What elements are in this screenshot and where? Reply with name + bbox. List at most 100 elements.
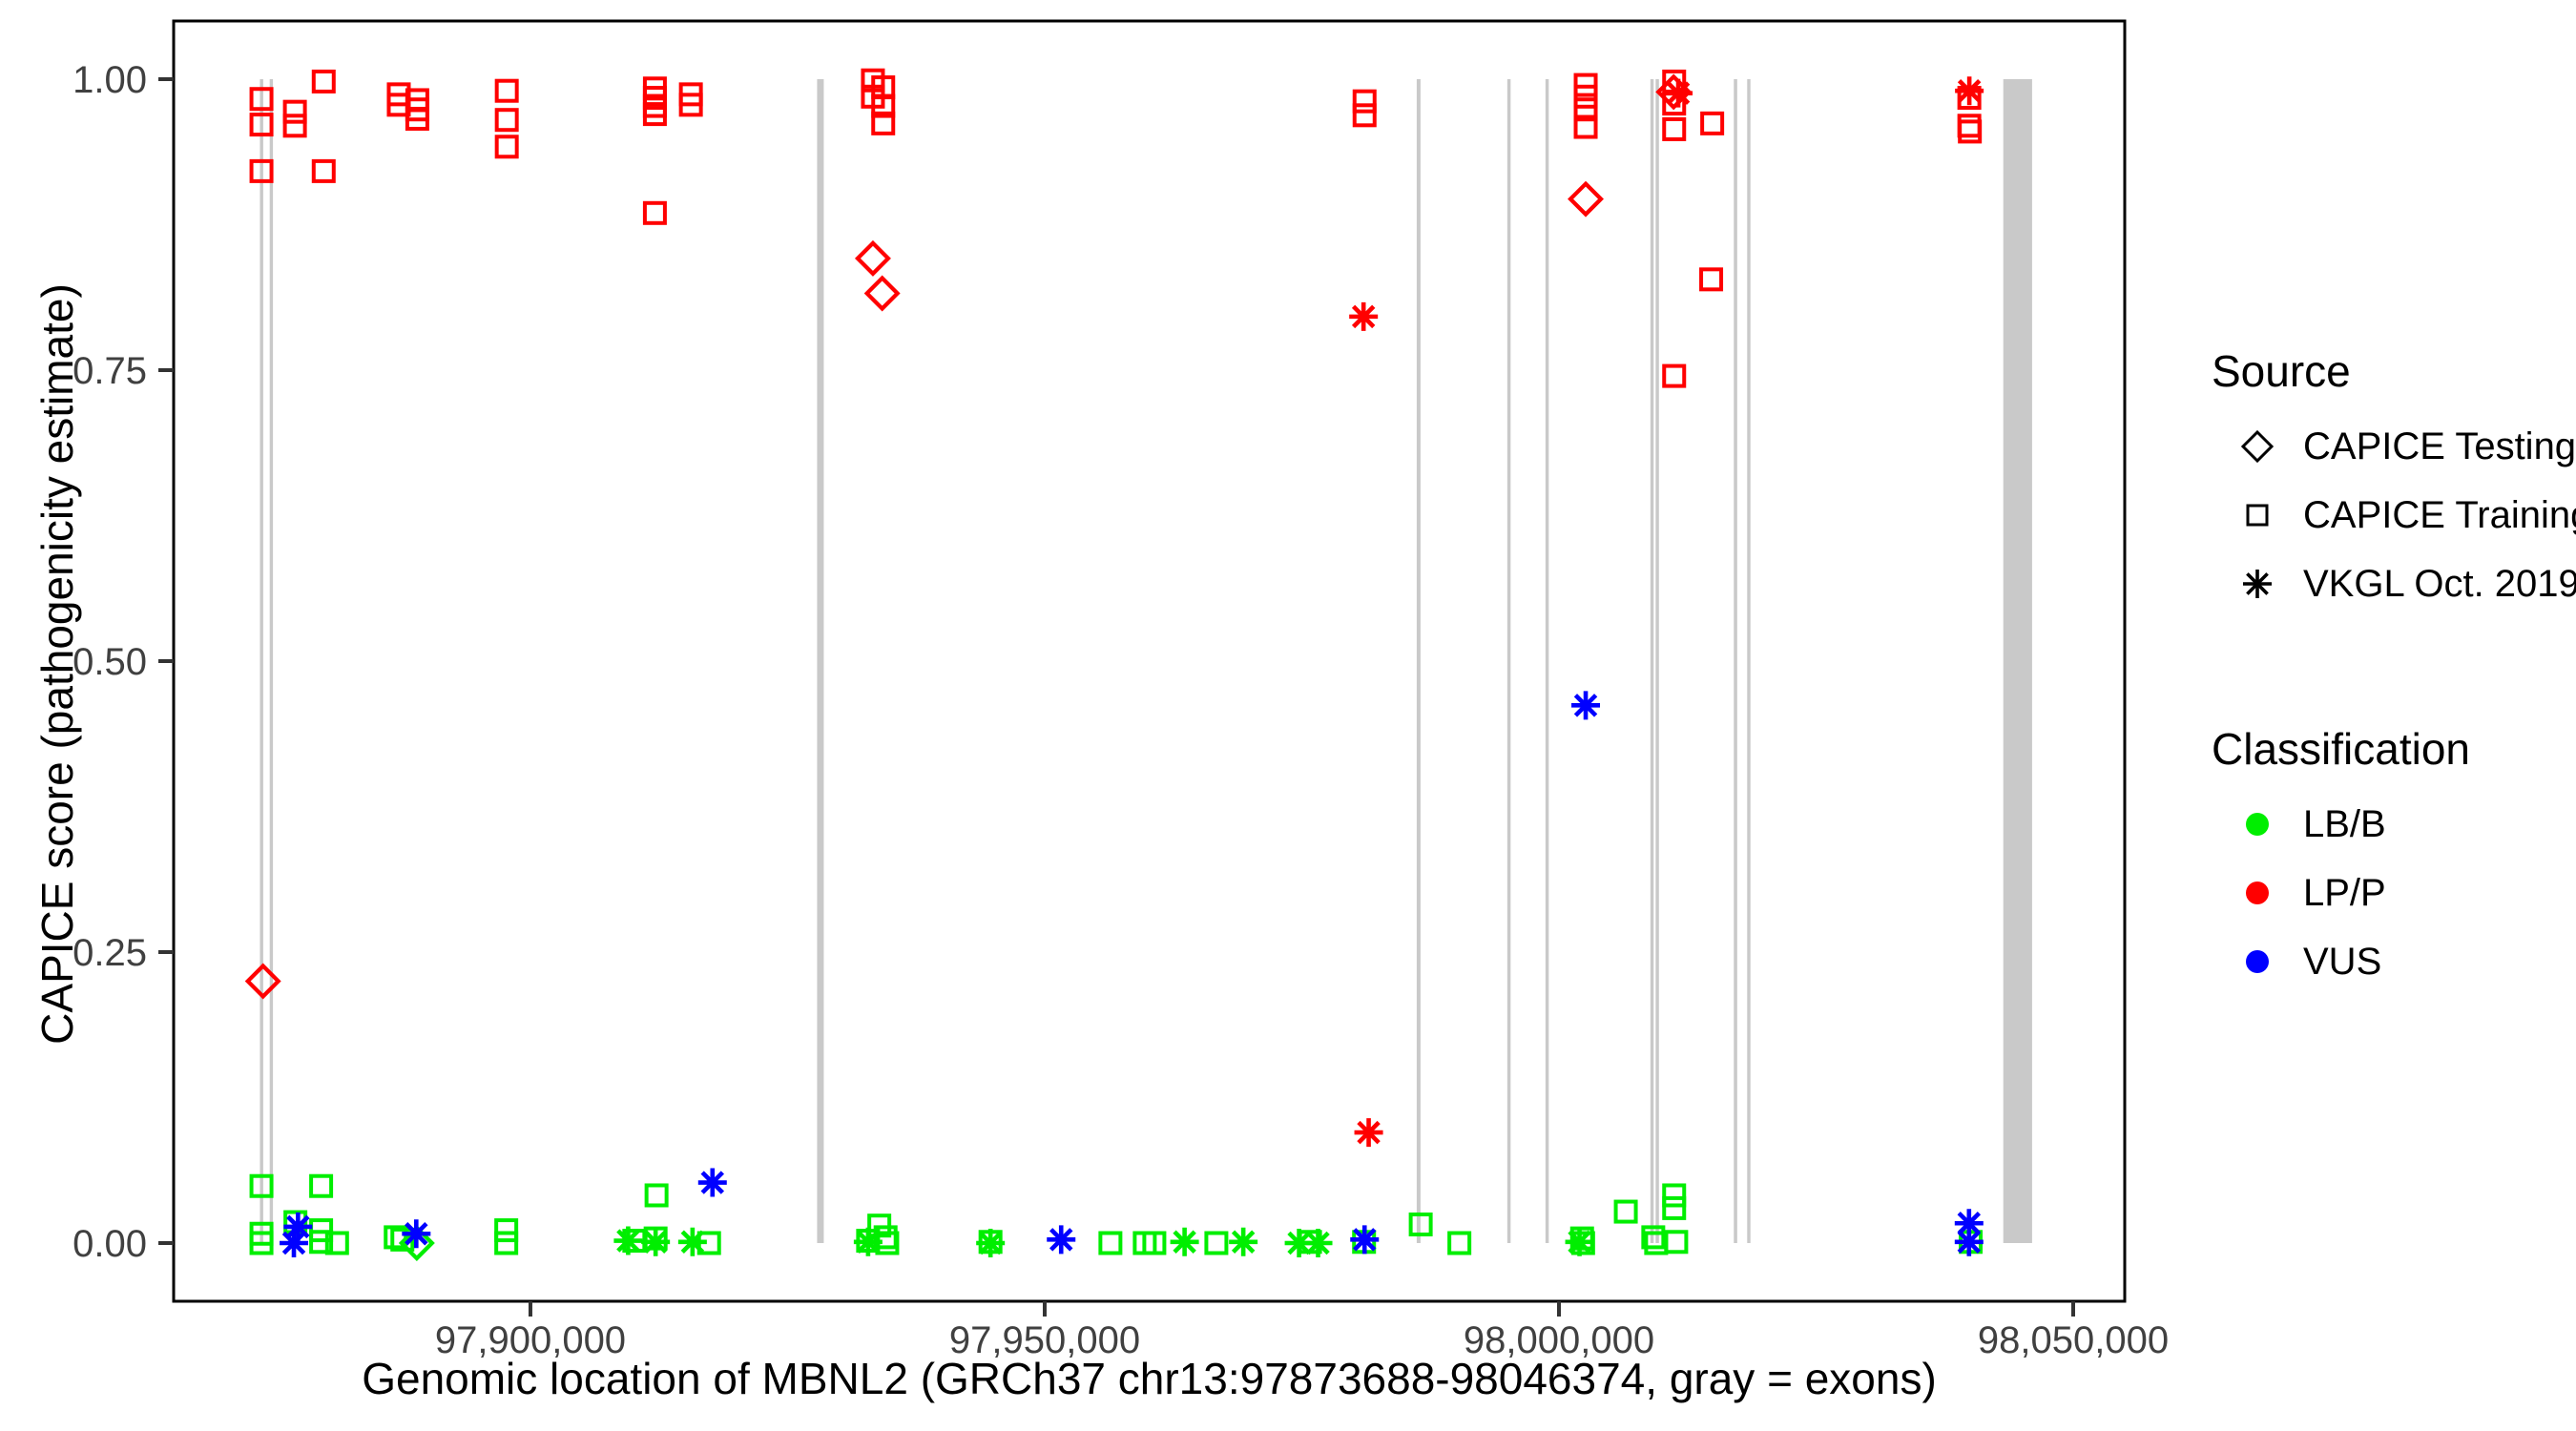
data-point — [1699, 267, 1724, 292]
y-tick-label: 0.25 — [73, 932, 147, 974]
square-icon — [2246, 504, 2269, 527]
data-point — [1354, 1118, 1383, 1148]
x-tick-label: 97,900,000 — [435, 1319, 626, 1361]
legend-item-label: VUS — [2303, 940, 2382, 983]
x-tick-label: 98,050,000 — [1978, 1319, 2169, 1361]
exon-bar — [269, 79, 274, 1243]
legend-source-title: Source — [2212, 346, 2351, 396]
legend-gap — [2212, 628, 2576, 723]
exon-bar — [817, 79, 824, 1243]
data-point — [1170, 1227, 1199, 1256]
data-point — [494, 78, 519, 103]
lbb-dot-icon — [2246, 813, 2269, 836]
data-point — [1573, 114, 1598, 139]
data-point — [1352, 89, 1377, 114]
x-tick-label: 97,950,000 — [949, 1319, 1140, 1361]
data-point — [1350, 1225, 1380, 1255]
data-point — [642, 200, 667, 225]
legend-item-capice-testing: CAPICE Testing — [2212, 422, 2576, 471]
data-point — [249, 1231, 274, 1255]
data-point — [494, 1231, 519, 1255]
data-point — [644, 1183, 669, 1208]
data-point — [1662, 363, 1687, 388]
legend-item-label: LP/P — [2303, 871, 2386, 914]
data-points-layer — [244, 68, 1984, 1261]
data-point — [309, 1173, 334, 1198]
exon-bar — [1655, 79, 1659, 1243]
data-point — [678, 93, 703, 117]
data-point — [398, 1225, 435, 1261]
data-point — [249, 87, 274, 112]
data-point — [282, 114, 307, 138]
legend-item-label: LB/B — [2303, 802, 2386, 845]
data-point — [1098, 1231, 1123, 1255]
data-point — [1641, 1225, 1666, 1250]
data-point — [282, 99, 307, 124]
data-point — [1662, 116, 1687, 141]
data-point — [863, 275, 901, 312]
data-point — [324, 1231, 349, 1255]
data-point — [494, 108, 519, 133]
exon-bar — [1650, 79, 1654, 1243]
y-tick-label: 0.50 — [73, 641, 147, 683]
y-axis-title: CAPICE score (pathogenicity estimate) — [32, 283, 82, 1045]
legend-item-label: VKGL Oct. 2019 — [2303, 562, 2576, 605]
data-point — [309, 1230, 334, 1255]
asterisk-icon — [2243, 570, 2272, 598]
lpp-dot-icon — [2246, 881, 2269, 904]
data-point — [1573, 84, 1598, 109]
data-point — [1568, 180, 1604, 218]
data-point — [854, 239, 891, 277]
data-point — [853, 1227, 883, 1256]
data-point — [1664, 78, 1693, 108]
data-point — [1303, 1229, 1333, 1257]
exon-bar — [1734, 79, 1737, 1243]
axis-ticks-layer — [158, 77, 2076, 1317]
data-point — [1204, 1231, 1229, 1255]
exon-bar — [1747, 79, 1751, 1243]
y-tick-label: 1.00 — [73, 59, 147, 101]
y-tick-label: 0.75 — [73, 350, 147, 392]
data-point — [1229, 1227, 1258, 1256]
axis-tick-labels-layer: 97,900,000 97,950,000 98,000,000 98,050,000… — [73, 59, 2169, 1361]
data-point — [1565, 1227, 1594, 1256]
y-tick-label: 0.00 — [73, 1223, 147, 1265]
data-point — [1284, 1229, 1314, 1257]
data-point — [697, 1168, 727, 1197]
data-point — [1571, 691, 1601, 720]
x-tick-label: 98,000,000 — [1464, 1319, 1654, 1361]
exon-bars-layer — [260, 79, 2032, 1243]
legend-item-capice-training: CAPICE Training — [2212, 490, 2576, 540]
data-point — [249, 1173, 274, 1198]
data-point — [249, 158, 274, 183]
data-point — [1955, 76, 1984, 106]
data-point — [1954, 1209, 1984, 1238]
diamond-icon — [2240, 429, 2275, 464]
plot-panel-border — [172, 19, 2127, 1303]
data-point — [976, 1229, 1006, 1257]
x-axis-title: Genomic location of MBNL2 (GRCh37 chr13:… — [362, 1354, 1937, 1403]
legend-item-label: CAPICE Training — [2303, 493, 2576, 536]
data-point — [1352, 103, 1377, 128]
data-point — [871, 93, 896, 118]
data-point — [1957, 114, 1982, 138]
data-point — [1573, 97, 1598, 122]
vus-dot-icon — [2246, 950, 2269, 973]
exon-bar — [1545, 79, 1549, 1243]
legend-item-vkgl: VKGL Oct. 2019 — [2212, 559, 2576, 609]
data-point — [283, 1212, 313, 1241]
legend-item-vus: VUS — [2212, 937, 2576, 986]
legend-item-label: CAPICE Testing — [2303, 425, 2576, 467]
exon-bar — [260, 79, 263, 1243]
data-point — [1447, 1231, 1472, 1255]
legend: Source CAPICE Testing CAPICE Training VK… — [2212, 345, 2576, 1006]
data-point — [249, 113, 274, 137]
data-point — [1613, 1199, 1638, 1224]
data-point — [244, 963, 281, 1000]
data-point — [1047, 1225, 1076, 1255]
data-point — [1954, 1227, 1984, 1256]
legend-item-lpp: LP/P — [2212, 868, 2576, 918]
data-point — [1700, 111, 1725, 135]
